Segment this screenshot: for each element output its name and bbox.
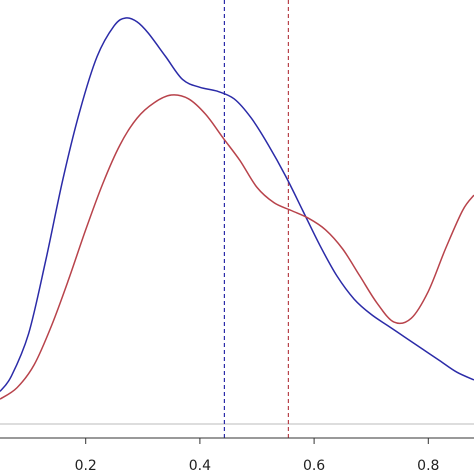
x-tick-label: 0.2 [75,458,97,474]
density-curve-2 [0,94,474,400]
x-tick-label: 0.8 [417,458,439,474]
plot-area [0,0,474,438]
x-tick-label: 0.4 [189,458,211,474]
density-curve-1 [0,17,474,392]
x-axis: 0.2 0.4 0.6 0.8 [0,437,474,474]
x-tick-label: 0.6 [303,458,325,474]
